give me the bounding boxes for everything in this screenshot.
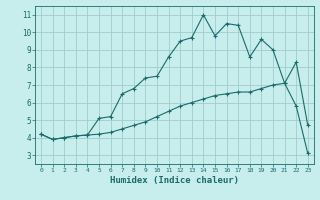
X-axis label: Humidex (Indice chaleur): Humidex (Indice chaleur) [110,176,239,185]
